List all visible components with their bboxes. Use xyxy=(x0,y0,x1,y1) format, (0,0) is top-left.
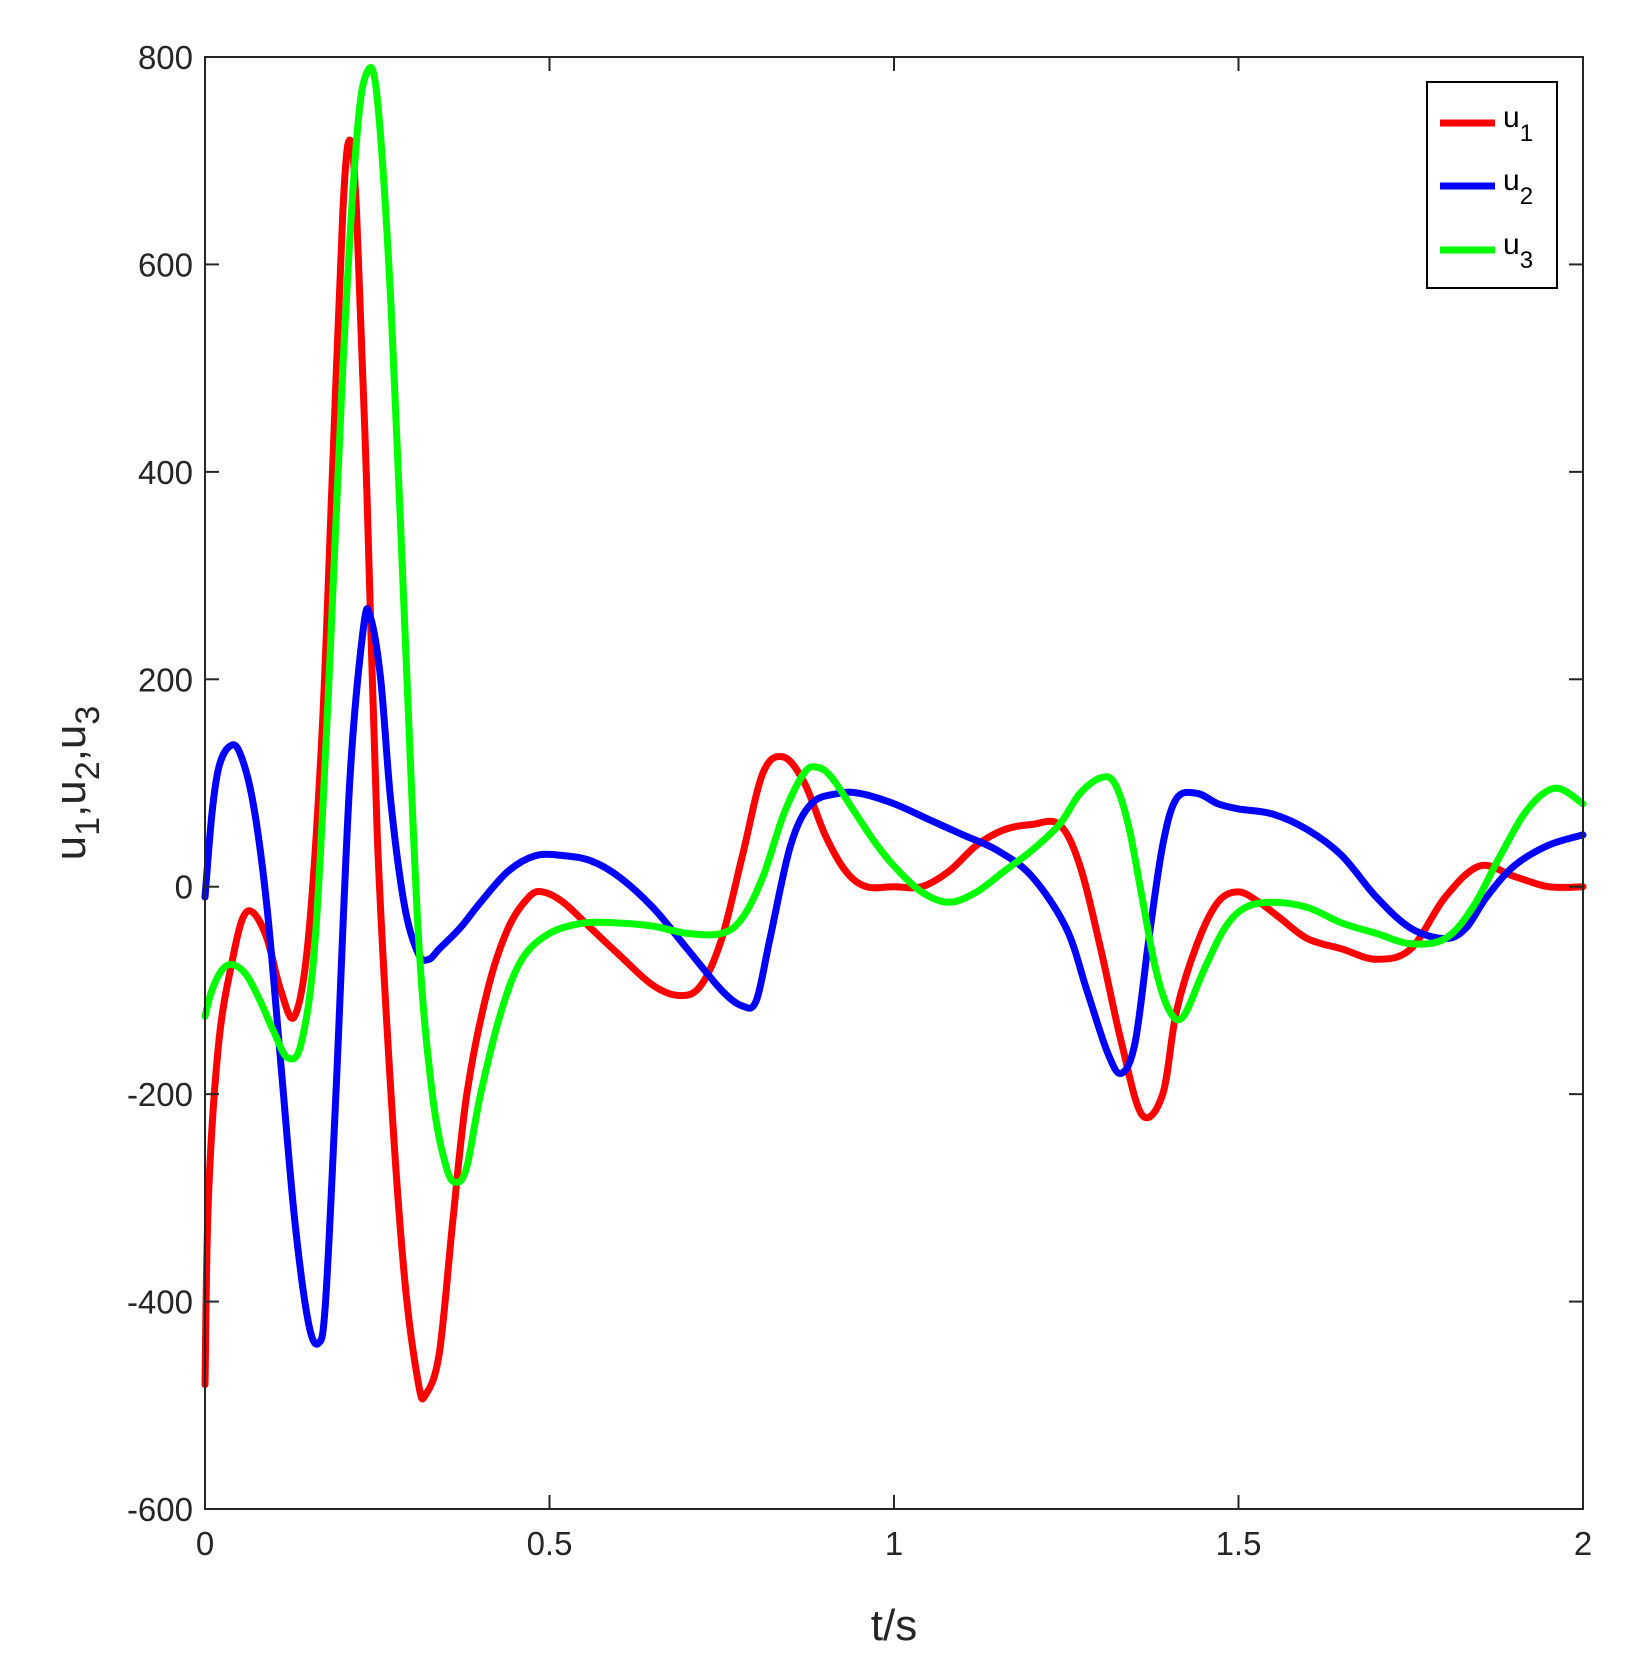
y-tick-label: 800 xyxy=(138,39,193,76)
series-line-u2 xyxy=(201,605,1587,1348)
series-line-u1 xyxy=(201,136,1587,1403)
y-tick-label: 600 xyxy=(138,246,193,283)
series-line-u3 xyxy=(201,63,1587,1186)
legend-label-u2: u2 xyxy=(1503,164,1533,210)
y-axis-label-subscript: 2 xyxy=(69,761,107,780)
y-axis-label-part: ,u xyxy=(46,780,95,817)
legend-label-subscript: 1 xyxy=(1520,120,1533,147)
x-tick-label: 1 xyxy=(885,1525,903,1562)
y-axis-label-subscript: 1 xyxy=(69,817,107,836)
series-layer xyxy=(201,63,1587,1403)
legend-label-main: u xyxy=(1503,101,1520,134)
legend-label-u3: u3 xyxy=(1503,228,1533,274)
x-tick-label: 0 xyxy=(196,1525,214,1562)
legend-label-main: u xyxy=(1503,164,1520,197)
y-tick-label: -600 xyxy=(127,1491,193,1528)
axes-box xyxy=(204,56,1584,1510)
x-tick-labels: 0 0.5 1 1.5 2 xyxy=(196,1525,1592,1562)
x-tick-label: 0.5 xyxy=(527,1525,573,1562)
y-tick-labels: -600 -400 -200 0 200 400 600 800 xyxy=(127,39,193,1528)
y-tick-label: 200 xyxy=(138,661,193,698)
y-tick-label: 400 xyxy=(138,454,193,491)
x-tick-label: 2 xyxy=(1574,1525,1592,1562)
plot-area xyxy=(205,57,1583,1509)
y-axis-label-subscript: 3 xyxy=(69,706,107,725)
x-tick-label: 1.5 xyxy=(1216,1525,1262,1562)
y-tick-label: 0 xyxy=(175,869,193,906)
y-tick-label: -400 xyxy=(127,1284,193,1321)
y-axis-label-part: ,u xyxy=(46,725,95,762)
y-tick-label: -200 xyxy=(127,1076,193,1113)
y-axis-label-part: u xyxy=(46,836,95,860)
legend-label-subscript: 2 xyxy=(1520,183,1533,210)
y-axis-label: u1,u2,u3 xyxy=(46,706,107,861)
legend-label-subscript: 3 xyxy=(1520,247,1533,274)
legend-label-main: u xyxy=(1503,228,1520,261)
legend-label-u1: u1 xyxy=(1503,101,1533,147)
x-axis-label: t/s xyxy=(871,1601,917,1650)
